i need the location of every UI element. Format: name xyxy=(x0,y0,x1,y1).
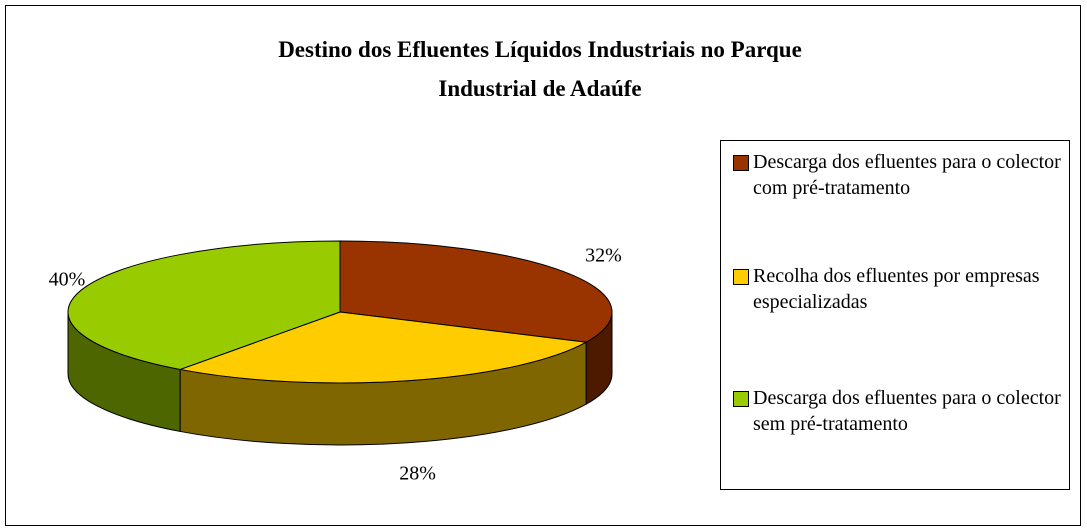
legend: Descarga dos efluentes para o colector c… xyxy=(720,140,1070,490)
legend-item: Recolha dos efluentes por empresas espec… xyxy=(733,263,1063,315)
data-label: 40% xyxy=(48,268,86,291)
legend-item: Descarga dos efluentes para o colector c… xyxy=(733,149,1063,201)
legend-swatch xyxy=(733,269,749,285)
chart-title: Destino dos Efluentes Líquidos Industria… xyxy=(278,37,802,101)
legend-item: Descarga dos efluentes para o colector s… xyxy=(733,385,1063,437)
data-label: 32% xyxy=(585,244,622,267)
slice xyxy=(339,240,613,343)
legend-label: Recolha dos efluentes por empresas espec… xyxy=(753,265,1040,313)
legend-swatch xyxy=(733,391,749,407)
slice xyxy=(67,240,341,370)
data-label: 28% xyxy=(399,462,436,485)
legend-swatch xyxy=(733,155,749,171)
legend-label: Descarga dos efluentes para o colector s… xyxy=(753,387,1061,435)
legend-label: Descarga dos efluentes para o colector c… xyxy=(753,151,1061,199)
slice xyxy=(178,311,588,384)
